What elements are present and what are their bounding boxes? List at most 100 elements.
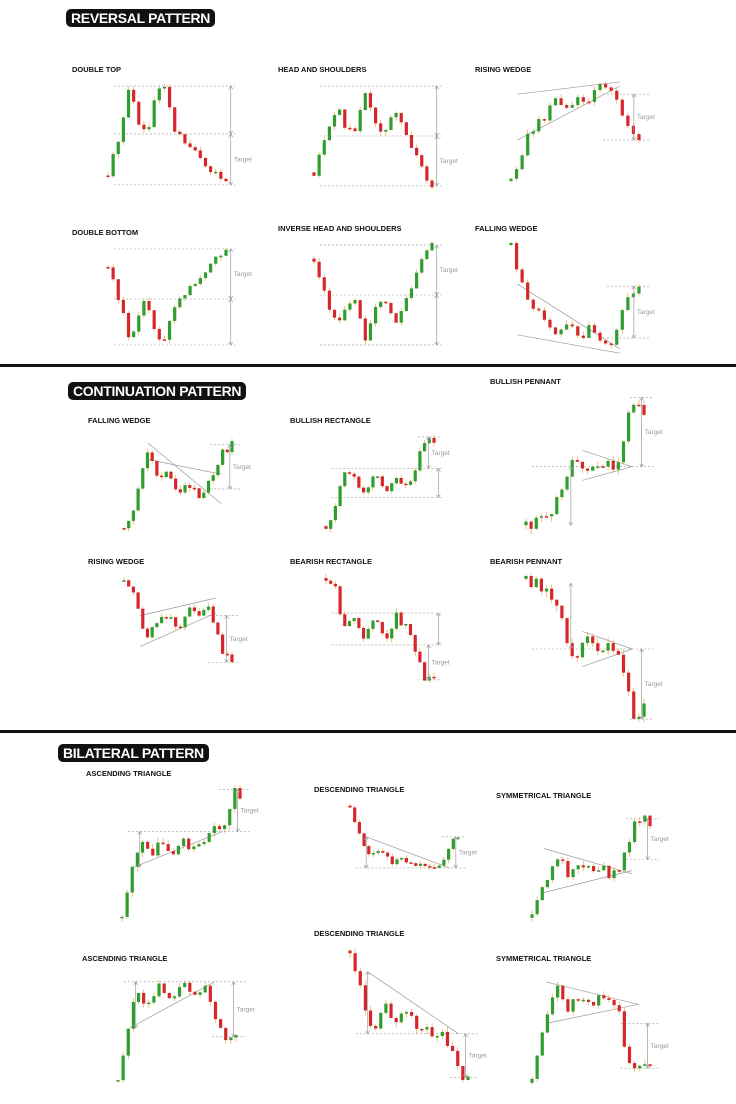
candle <box>141 605 145 630</box>
candle <box>368 1005 373 1029</box>
candle <box>127 579 131 587</box>
candle <box>425 249 429 260</box>
candle <box>229 1036 233 1045</box>
target-label: Target <box>637 114 655 121</box>
candle <box>440 1029 444 1040</box>
candle <box>611 455 615 473</box>
pattern-chart-symmetrical-triangle-2: SYMMETRICAL TRIANGLE Target <box>496 953 676 1089</box>
guide-line <box>140 597 216 616</box>
target-arrow <box>568 466 574 526</box>
candle <box>565 103 569 110</box>
candle <box>343 611 347 627</box>
target-label: Target <box>234 156 252 163</box>
candle <box>585 631 590 647</box>
candle <box>620 308 624 334</box>
candle <box>556 981 560 1002</box>
candle <box>559 94 563 106</box>
candle <box>363 315 367 345</box>
candle <box>361 625 366 642</box>
candle <box>142 989 146 1008</box>
guide-line <box>543 848 633 875</box>
candle <box>394 477 399 486</box>
candle <box>338 108 342 116</box>
candle <box>626 293 630 312</box>
candle <box>209 165 213 175</box>
candle <box>116 141 120 159</box>
candle <box>461 1065 465 1083</box>
pattern-title: ASCENDING TRIANGLE <box>82 954 167 963</box>
candle <box>373 106 378 127</box>
guide-line <box>582 450 633 468</box>
candle <box>121 116 125 145</box>
pattern-title: BULLISH PENNANT <box>490 377 561 386</box>
target-label: Target <box>432 450 450 457</box>
candle <box>156 837 160 858</box>
candle <box>631 292 636 298</box>
candle <box>173 305 177 324</box>
candle <box>409 131 414 149</box>
candle <box>343 108 347 130</box>
candle <box>545 1010 549 1034</box>
candle <box>178 624 182 630</box>
candle <box>530 910 534 922</box>
candle <box>616 458 620 475</box>
candle <box>385 630 389 642</box>
candle <box>648 1063 652 1068</box>
candle <box>602 861 606 871</box>
candle <box>357 617 361 631</box>
candle <box>192 605 197 615</box>
target-arrow <box>436 612 441 646</box>
candle <box>559 328 563 337</box>
candle <box>159 614 164 624</box>
candle <box>586 864 591 870</box>
target-arrow: Target <box>426 436 450 470</box>
candle <box>362 833 366 847</box>
candle <box>333 580 337 589</box>
candle <box>537 306 541 312</box>
candle <box>135 851 139 872</box>
candle <box>329 519 333 533</box>
candle <box>633 819 637 844</box>
candle <box>616 648 620 656</box>
candle <box>553 326 558 336</box>
pattern-title: DESCENDING TRIANGLE <box>314 785 404 794</box>
candle <box>379 119 383 136</box>
candle <box>347 620 352 627</box>
candle <box>575 456 579 462</box>
candle <box>376 848 380 855</box>
pattern-title: RISING WEDGE <box>475 65 531 74</box>
pattern-title: BEARISH PENNANT <box>490 557 563 566</box>
candle <box>366 485 370 495</box>
candle <box>376 620 380 623</box>
candle <box>181 836 186 849</box>
candle <box>394 608 399 632</box>
candle <box>539 577 543 596</box>
candle <box>343 472 347 488</box>
candle <box>225 651 229 657</box>
candle <box>159 472 164 481</box>
candle <box>561 984 565 1002</box>
pattern-title: DESCENDING TRIANGLE <box>314 929 404 938</box>
candle <box>598 81 602 93</box>
candle <box>224 247 228 256</box>
candle <box>415 144 419 158</box>
candle <box>604 339 608 346</box>
candle <box>632 688 636 720</box>
candle <box>390 627 394 643</box>
candle <box>596 461 600 469</box>
candle <box>152 992 156 1005</box>
candle <box>151 843 155 857</box>
candle <box>197 608 201 618</box>
pattern-title: DOUBLE TOP <box>72 65 121 74</box>
candle <box>147 123 151 132</box>
candle <box>617 869 621 874</box>
candle <box>363 92 367 111</box>
candle <box>394 1016 398 1028</box>
candle <box>327 287 331 314</box>
candle <box>451 1041 455 1052</box>
candle <box>570 320 574 329</box>
target-arrow <box>363 836 369 869</box>
candle <box>193 990 197 996</box>
candle <box>332 112 337 131</box>
candle <box>347 470 352 476</box>
